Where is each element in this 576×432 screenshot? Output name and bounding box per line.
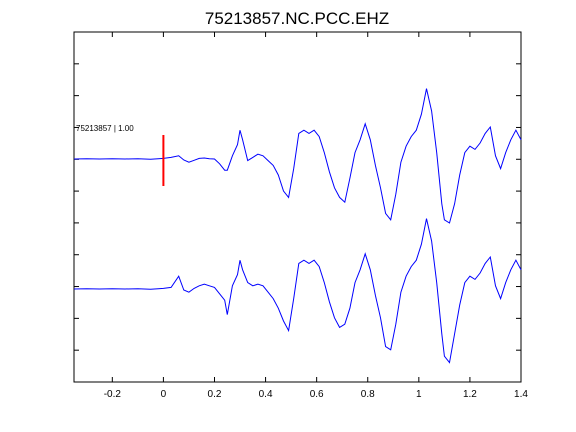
chart-title: 75213857.NC.PCC.EHZ bbox=[205, 9, 389, 28]
x-tick-label: 1.2 bbox=[463, 389, 477, 400]
x-tick-label: 0.2 bbox=[208, 389, 222, 400]
x-tick-label: 1.4 bbox=[514, 389, 528, 400]
x-tick-label: 0 bbox=[161, 389, 167, 400]
waveform-trace-1 bbox=[73, 88, 522, 224]
x-axis: -0.2 0 0.2 0.4 0.6 0.8 1 1.2 1.4 bbox=[104, 32, 528, 400]
x-tick-label: 1 bbox=[416, 389, 422, 400]
waveform-trace-2 bbox=[73, 218, 522, 364]
waveform-traces bbox=[73, 88, 522, 364]
trace-label: 75213857 | 1.00 bbox=[76, 124, 134, 133]
plot-area bbox=[73, 31, 522, 383]
x-tick-label: 0.4 bbox=[259, 389, 273, 400]
x-tick-label: -0.2 bbox=[104, 389, 122, 400]
x-tick-label: 0.6 bbox=[310, 389, 324, 400]
x-tick-label: 0.8 bbox=[361, 389, 375, 400]
